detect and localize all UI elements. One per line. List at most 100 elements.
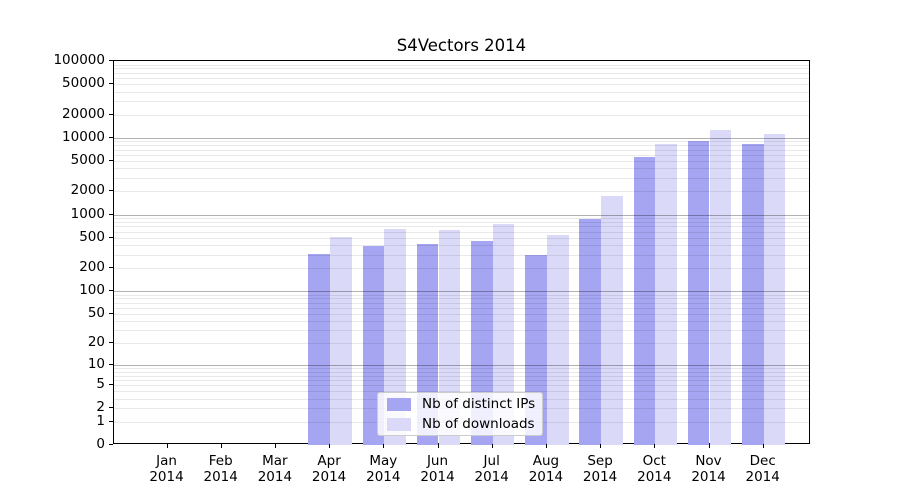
y-tick-label-10000: 10000 xyxy=(62,128,105,145)
y-tick-50 xyxy=(109,312,113,314)
x-tick-feb-2014 xyxy=(220,444,222,448)
gridline-2000 xyxy=(114,191,809,193)
x-tick-label-mar-2014: Mar 2014 xyxy=(257,453,293,485)
gridline-30000 xyxy=(114,101,809,103)
y-tick-20 xyxy=(109,342,113,344)
gridline-7 xyxy=(114,375,809,377)
bar-ips-oct-2014 xyxy=(633,156,656,445)
gridline-10000 xyxy=(114,137,809,139)
gridline-600 xyxy=(114,231,809,233)
legend: Nb of distinct IPs Nb of downloads xyxy=(377,392,543,436)
gridline-9000 xyxy=(114,141,809,143)
y-tick-label-50000: 50000 xyxy=(62,75,105,92)
bar-ips-sep-2014 xyxy=(579,218,602,445)
y-tick-label-2000: 2000 xyxy=(70,182,105,199)
x-tick-jan-2014 xyxy=(166,444,168,448)
x-tick-may-2014 xyxy=(383,444,385,448)
y-tick-500 xyxy=(109,236,113,238)
y-tick-label-1: 1 xyxy=(96,412,105,429)
y-tick-10 xyxy=(109,364,113,366)
y-tick-label-100: 100 xyxy=(79,282,105,299)
y-tick-1 xyxy=(109,420,113,422)
gridline-3000 xyxy=(114,177,809,179)
bar-downloads-apr-2014 xyxy=(330,236,352,445)
gridline-60000 xyxy=(114,78,809,80)
y-tick-100 xyxy=(109,290,113,292)
y-tick-label-5000: 5000 xyxy=(70,151,105,168)
bar-downloads-nov-2014 xyxy=(709,130,732,445)
y-tick-50000 xyxy=(109,83,113,85)
y-tick-label-5: 5 xyxy=(96,376,105,393)
gridline-400 xyxy=(114,245,809,247)
bar-downloads-oct-2014 xyxy=(655,144,677,445)
gridline-6 xyxy=(114,380,809,382)
bar-downloads-jun-2014 xyxy=(438,230,461,445)
bar-downloads-dec-2014 xyxy=(763,134,786,445)
gridline-4000 xyxy=(114,168,809,170)
gridline-9 xyxy=(114,368,809,370)
chart-title: S4Vectors 2014 xyxy=(396,36,527,55)
y-tick-200 xyxy=(109,267,113,269)
gridline-20 xyxy=(114,343,809,345)
legend-swatch-distinct-ips xyxy=(387,397,411,411)
bar-ips-dec-2014 xyxy=(742,144,764,445)
bar-ips-nov-2014 xyxy=(687,141,710,445)
x-tick-jun-2014 xyxy=(437,444,439,448)
gridline-8000 xyxy=(114,145,809,147)
y-tick-label-20: 20 xyxy=(87,334,105,351)
y-tick-label-200: 200 xyxy=(79,259,105,276)
gridline-40000 xyxy=(114,91,809,93)
y-tick-2000 xyxy=(109,190,113,192)
gridline-60 xyxy=(114,307,809,309)
y-tick-20000 xyxy=(109,113,113,115)
y-tick-5 xyxy=(109,384,113,386)
y-tick-label-20000: 20000 xyxy=(62,105,105,122)
x-tick-label-may-2014: May 2014 xyxy=(366,453,401,485)
y-tick-label-10: 10 xyxy=(87,356,105,373)
x-tick-label-jun-2014: Jun 2014 xyxy=(420,453,455,485)
x-tick-jul-2014 xyxy=(491,444,493,448)
gridline-700 xyxy=(114,226,809,228)
legend-label-distinct-ips: Nb of distinct IPs xyxy=(422,396,536,412)
plot-area xyxy=(113,60,810,445)
x-tick-apr-2014 xyxy=(329,444,331,448)
gridline-7000 xyxy=(114,149,809,151)
gridline-70 xyxy=(114,302,809,304)
x-tick-oct-2014 xyxy=(654,444,656,448)
gridline-20000 xyxy=(114,114,809,116)
bar-downloads-aug-2014 xyxy=(546,234,569,445)
y-tick-100000 xyxy=(109,60,113,61)
x-tick-mar-2014 xyxy=(274,444,276,448)
x-tick-label-dec-2014: Dec 2014 xyxy=(745,453,780,485)
y-tick-0 xyxy=(109,444,113,445)
gridline-300 xyxy=(114,254,809,256)
gridline-800 xyxy=(114,222,809,223)
gridline-4 xyxy=(114,391,809,393)
x-tick-label-jul-2014: Jul 2014 xyxy=(474,453,509,485)
x-tick-label-apr-2014: Apr 2014 xyxy=(311,453,347,485)
gridline-6000 xyxy=(114,154,809,156)
x-tick-nov-2014 xyxy=(708,444,710,448)
y-tick-2 xyxy=(109,407,113,409)
gridline-5000 xyxy=(114,160,809,162)
x-tick-dec-2014 xyxy=(762,444,764,448)
legend-swatch-downloads xyxy=(387,417,411,431)
legend-item-distinct-ips: Nb of distinct IPs xyxy=(387,396,542,413)
y-tick-10000 xyxy=(109,136,113,138)
y-tick-label-2: 2 xyxy=(96,399,105,416)
bar-downloads-sep-2014 xyxy=(601,195,623,445)
y-tick-label-50: 50 xyxy=(87,304,105,321)
gridline-30 xyxy=(114,330,809,332)
gridline-200 xyxy=(114,268,809,270)
y-tick-label-1000: 1000 xyxy=(70,205,105,222)
gridline-70000 xyxy=(114,72,809,74)
gridline-80000 xyxy=(114,68,809,70)
gridline-900 xyxy=(114,218,809,220)
gridline-50000 xyxy=(114,84,809,86)
gridline-90 xyxy=(114,294,809,296)
legend-item-downloads: Nb of downloads xyxy=(387,416,542,433)
gridline-5 xyxy=(114,385,809,387)
legend-label-downloads: Nb of downloads xyxy=(422,416,535,432)
x-tick-label-sep-2014: Sep 2014 xyxy=(582,453,618,485)
